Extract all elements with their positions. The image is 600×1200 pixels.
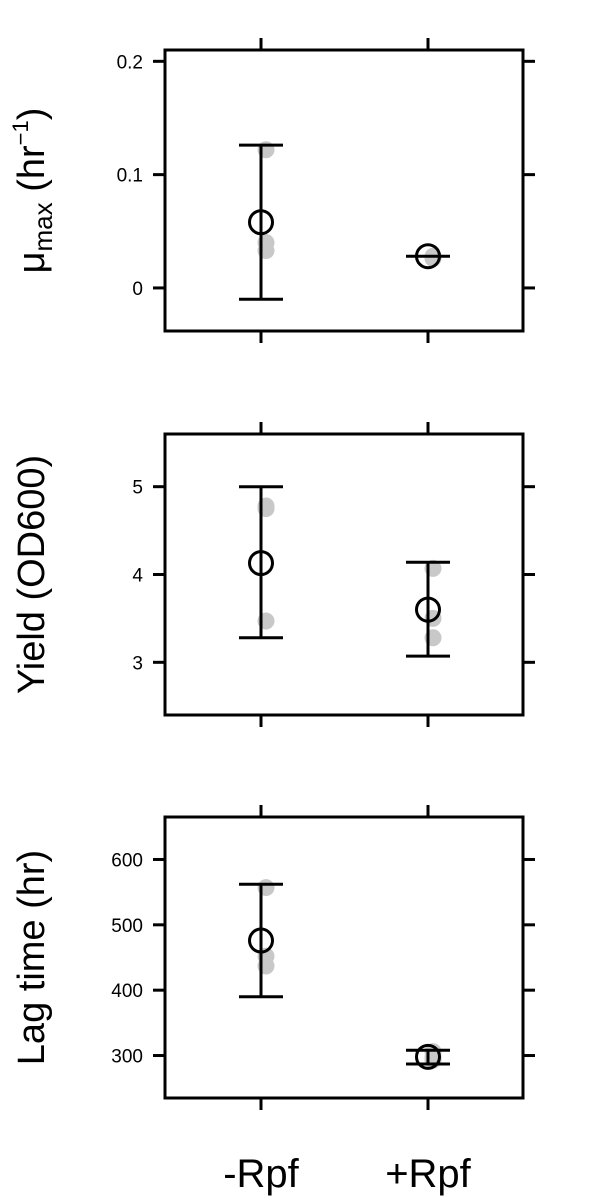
mean-marker — [248, 927, 274, 954]
y-axis-label: Lag time (hr) — [11, 850, 53, 1065]
mean-marker — [415, 243, 441, 270]
panel-2: 3 4 5 Yield (OD600) — [11, 422, 535, 727]
y-axis-label-subscript: max — [28, 202, 58, 251]
mean-marker — [415, 1043, 441, 1070]
panel-1: 0 0.1 0.2 μmax (hr−1) — [8, 38, 535, 343]
y-tick-label: 500 — [111, 916, 143, 937]
panels: 0 0.1 0.2 μmax (hr−1) 3 4 5 Yield (OD600) 300 400… — [8, 38, 535, 1110]
y-axis-label: Yield (OD600) — [11, 455, 53, 694]
y-tick-label: 3 — [132, 653, 143, 674]
mean-marker — [248, 550, 274, 577]
y-axis-label-superscript: −1 — [8, 120, 33, 145]
y-tick-label: 4 — [132, 566, 143, 587]
category-label-minus-rpf: -Rpf — [223, 1152, 299, 1196]
y-axis-label: μmax (hr−1) — [8, 108, 58, 274]
category-labels: -Rpf +Rpf — [223, 1152, 471, 1196]
y-tick-label: 600 — [111, 850, 143, 871]
y-tick-label: 5 — [132, 478, 143, 499]
y-axis-label-unit-open: (hr — [11, 145, 53, 202]
y-tick-label: 0 — [132, 279, 143, 300]
y-axis-label-unit-close: ) — [11, 108, 53, 121]
y-axis-label-symbol: μ — [11, 251, 53, 273]
category-label-plus-rpf: +Rpf — [385, 1152, 471, 1196]
plot-frame — [163, 48, 525, 333]
panel-3: 300 400 500 600 Lag time (hr) — [11, 805, 535, 1110]
plot-frame — [163, 815, 525, 1100]
y-tick-label: 0.1 — [117, 166, 143, 187]
mean-marker — [248, 209, 274, 236]
mean-marker — [415, 596, 441, 623]
plot-frame — [163, 432, 525, 717]
y-tick-label: 300 — [111, 1047, 143, 1068]
y-tick-label: 400 — [111, 981, 143, 1002]
y-tick-label: 0.2 — [117, 52, 143, 73]
